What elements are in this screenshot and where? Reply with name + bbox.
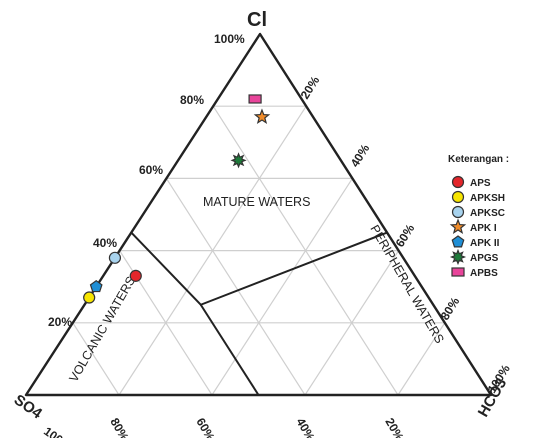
data-point-apk-i [253,108,271,125]
vertex-label-cl: Cl [247,9,267,31]
data-point-aps [129,269,142,282]
zone-boundaries [130,231,388,396]
left-tick-label: 20% [48,315,72,329]
right-tick-label: 80% [438,295,463,323]
right-tick-label: 60% [393,222,418,250]
legend-marker-apksc [451,205,465,219]
legend-marker-apgs [449,248,467,266]
data-point-apgs [230,152,247,169]
data-point-apksh [83,291,96,304]
data-points [83,94,271,304]
legend: Keterangan : APS APKSH APKSC APK I APK II APG… [448,154,509,279]
data-point-apbs [248,94,262,104]
legend-label-apgs: APGS [470,253,499,264]
zone-boundary-line [199,304,260,396]
triangle-frame [24,32,493,397]
labels: Cl SO4 HCO3 100% 100% 80% 60% 40% 20% 20… [11,9,513,438]
legend-label-apk-ii: APK II [470,238,500,249]
left-tick-label: 100% [41,424,74,438]
legend-marker-apk-i [449,218,467,235]
bottom-tick-label: 60% [193,416,217,438]
bottom-tick-label: 40% [293,416,317,438]
grid-line-so4 [165,178,306,396]
legend-label-apk-i: APK I [470,223,497,234]
left-tick-label: 60% [139,163,163,177]
right-tick-label: 20% [298,74,323,102]
grid-line-hco3 [211,178,353,396]
legend-label-apbs: APBS [470,268,498,279]
legend-marker-aps [451,175,465,189]
data-point-apksc [108,251,122,264]
legend-label-apksh: APKSH [470,193,505,204]
bottom-tick-label: 80% [107,416,131,438]
triangle-outline [24,32,493,397]
left-tick-label: 80% [180,93,204,107]
legend-marker-apbs [451,267,465,277]
grid-line-hco3 [397,322,446,396]
grid-lines [72,105,446,396]
right-tick-label: 40% [348,142,373,170]
legend-title: Keterangan : [448,154,509,165]
legend-label-apksc: APKSC [470,208,505,219]
left-tick-label: 40% [93,236,117,250]
legend-marker-apksh [451,190,465,204]
grid-line-hco3 [304,250,400,396]
grid-line-so4 [72,322,120,396]
right-tick-label: 100% [485,362,513,396]
legend-label-aps: APS [470,178,491,189]
zone-boundary-line [130,231,388,306]
bottom-tick-label: 20% [382,416,406,438]
legend-marker-apk-ii [451,235,465,248]
left-tick-label: 100% [214,32,245,46]
data-point-apk-ii [89,279,103,293]
zone-label-mature: MATURE WATERS [203,195,310,209]
